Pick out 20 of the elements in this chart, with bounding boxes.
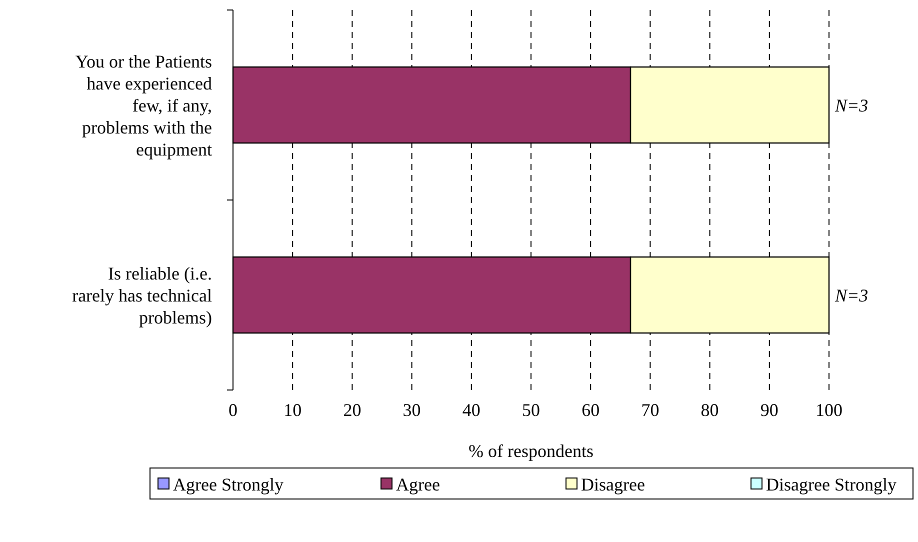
x-tick-label: 50 [522, 400, 540, 420]
x-tick-label: 100 [816, 400, 842, 420]
x-tick-label: 40 [462, 400, 480, 420]
legend-label: Agree [396, 474, 440, 494]
annotation: N=3 [834, 95, 868, 116]
legend-label: Agree Strongly [173, 474, 284, 494]
x-tick-label: 60 [582, 400, 600, 420]
legend-label: Disagree [581, 474, 645, 494]
y-tick-label: You or the Patients have experienced few, if any, problems with the equipment [75, 51, 212, 160]
x-tick-label: 20 [343, 400, 362, 420]
x-tick-label: 0 [228, 400, 238, 420]
y-tick-label: Is reliable (i.e. rarely has technical problems) [72, 263, 212, 328]
x-tick-label: 80 [700, 400, 719, 420]
legend-label: Disagree Strongly [766, 474, 896, 494]
x-tick-label: 30 [402, 400, 421, 420]
x-tick-label: 90 [760, 400, 778, 420]
x-tick-label: 70 [641, 400, 660, 420]
x-tick-label: 10 [284, 400, 302, 420]
annotation: N=3 [834, 285, 868, 306]
x-axis-title: % of respondents [468, 441, 594, 461]
